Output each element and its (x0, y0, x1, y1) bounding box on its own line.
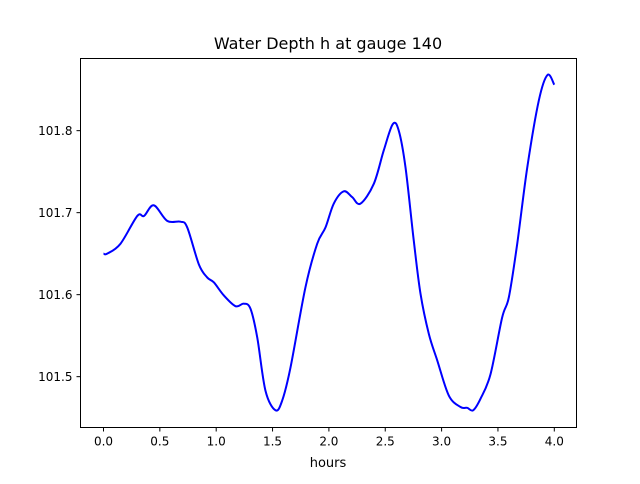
x-tick-label: 3.5 (488, 435, 507, 449)
x-tick-label: 4.0 (545, 435, 564, 449)
x-tick-label: 1.0 (207, 435, 226, 449)
x-tick-label: 0.0 (94, 435, 113, 449)
y-tick-label: 101.7 (38, 206, 72, 220)
chart-title: Water Depth h at gauge 140 (214, 34, 442, 53)
x-tick-label: 3.0 (432, 435, 451, 449)
y-tick-label: 101.6 (38, 288, 72, 302)
x-axis-label: hours (310, 456, 347, 471)
x-tick-label: 0.5 (150, 435, 169, 449)
x-tick-label: 1.5 (263, 435, 282, 449)
y-tick-label: 101.8 (38, 124, 72, 138)
plot-frame (80, 58, 577, 428)
x-tick-label: 2.0 (319, 435, 338, 449)
series-line-h (103, 73, 556, 412)
x-tick-label: 2.5 (376, 435, 395, 449)
y-tick-label: 101.5 (38, 370, 72, 384)
